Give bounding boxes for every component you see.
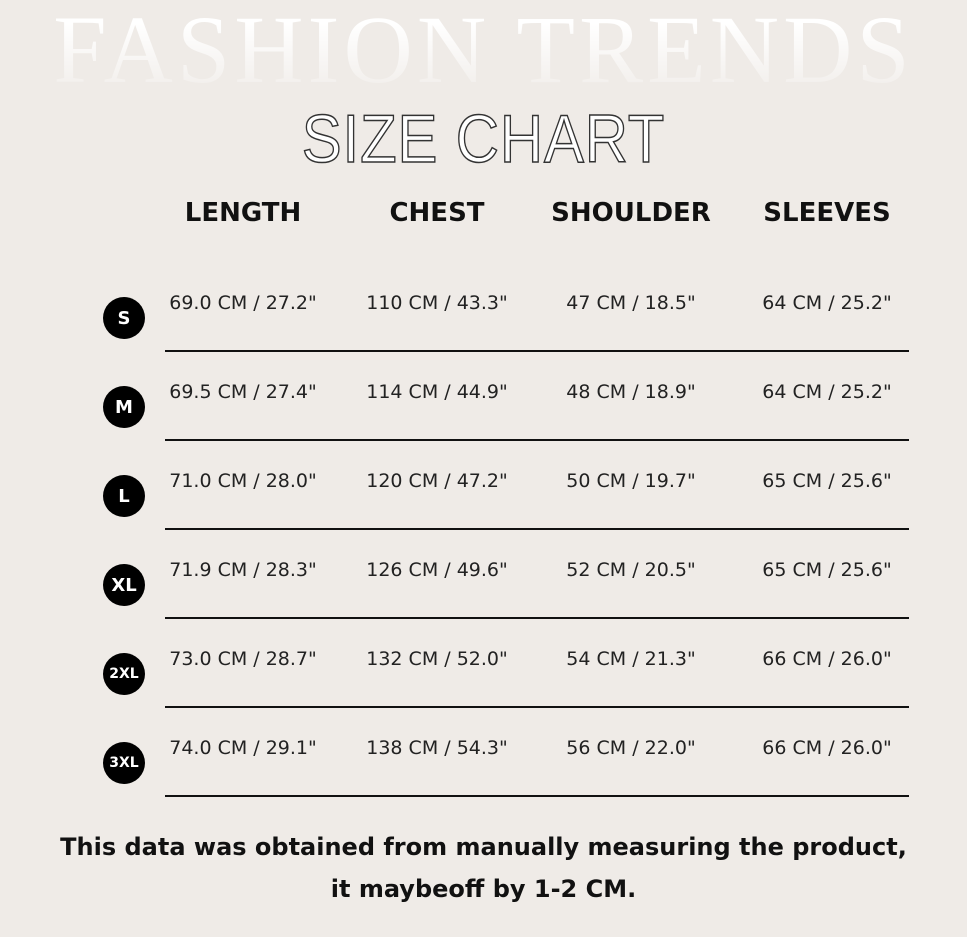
size-badge: L bbox=[103, 475, 145, 517]
table-cell: 110 CM / 43.3" bbox=[366, 292, 508, 314]
table-cell: 69.5 CM / 27.4" bbox=[169, 381, 317, 403]
table-cell: 47 CM / 18.5" bbox=[566, 292, 696, 314]
row-divider bbox=[165, 439, 909, 441]
row-divider bbox=[165, 795, 909, 797]
table-cell: 120 CM / 47.2" bbox=[366, 470, 508, 492]
table-cell: 65 CM / 25.6" bbox=[762, 559, 892, 581]
column-header-shoulder: SHOULDER bbox=[551, 198, 711, 228]
page-title: SIZE CHART bbox=[301, 101, 666, 177]
row-divider bbox=[165, 528, 909, 530]
size-badge: XL bbox=[103, 564, 145, 606]
column-header-length: LENGTH bbox=[184, 198, 302, 228]
table-cell: 138 CM / 54.3" bbox=[366, 737, 508, 759]
table-cell: 73.0 CM / 28.7" bbox=[169, 648, 317, 670]
table-cell: 132 CM / 52.0" bbox=[366, 648, 508, 670]
table-cell: 64 CM / 25.2" bbox=[762, 292, 892, 314]
size-badge: M bbox=[103, 386, 145, 428]
table-cell: 71.0 CM / 28.0" bbox=[169, 470, 317, 492]
measurement-note: This data was obtained from manually mea… bbox=[60, 833, 907, 903]
table-cell: 64 CM / 25.2" bbox=[762, 381, 892, 403]
table-cell: 74.0 CM / 29.1" bbox=[169, 737, 317, 759]
table-cell: 48 CM / 18.9" bbox=[566, 381, 696, 403]
table-cell: 126 CM / 49.6" bbox=[366, 559, 508, 581]
table-cell: 50 CM / 19.7" bbox=[566, 470, 696, 492]
table-cell: 54 CM / 21.3" bbox=[566, 648, 696, 670]
size-badge: 3XL bbox=[103, 742, 145, 784]
row-divider bbox=[165, 350, 909, 352]
table-cell: 66 CM / 26.0" bbox=[762, 737, 892, 759]
row-divider bbox=[165, 706, 909, 708]
size-badge: S bbox=[103, 297, 145, 339]
table-cell: 69.0 CM / 27.2" bbox=[169, 292, 317, 314]
column-header-chest: CHEST bbox=[389, 198, 485, 228]
background-title: FASHION TRENDS bbox=[0, 2, 967, 98]
table-cell: 66 CM / 26.0" bbox=[762, 648, 892, 670]
table-cell: 56 CM / 22.0" bbox=[566, 737, 696, 759]
column-header-sleeves: SLEEVES bbox=[763, 198, 891, 228]
table-cell: 65 CM / 25.6" bbox=[762, 470, 892, 492]
table-cell: 114 CM / 44.9" bbox=[366, 381, 508, 403]
row-divider bbox=[165, 617, 909, 619]
size-badge: 2XL bbox=[103, 653, 145, 695]
table-cell: 52 CM / 20.5" bbox=[566, 559, 696, 581]
table-cell: 71.9 CM / 28.3" bbox=[169, 559, 317, 581]
